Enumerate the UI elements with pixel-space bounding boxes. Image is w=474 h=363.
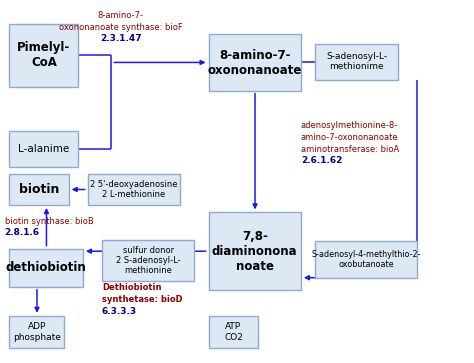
Text: ADP
phosphate: ADP phosphate: [13, 322, 61, 342]
Text: aminotransferase: bioA: aminotransferase: bioA: [301, 145, 399, 154]
FancyBboxPatch shape: [102, 240, 194, 281]
FancyBboxPatch shape: [9, 174, 69, 205]
Text: sulfur donor
2 S-adenosyl-L-
methionine: sulfur donor 2 S-adenosyl-L- methionine: [116, 245, 181, 276]
Text: synthetase: bioD: synthetase: bioD: [102, 295, 182, 304]
FancyBboxPatch shape: [9, 24, 78, 87]
Text: ATP
CO2: ATP CO2: [224, 322, 243, 342]
Text: biotin synthase: bioB: biotin synthase: bioB: [5, 217, 93, 225]
Text: dethiobiotin: dethiobiotin: [6, 261, 87, 274]
FancyBboxPatch shape: [9, 249, 83, 287]
Text: 8-amino-7-
oxononanoate: 8-amino-7- oxononanoate: [208, 49, 302, 77]
Text: biotin: biotin: [19, 183, 59, 196]
FancyBboxPatch shape: [209, 212, 301, 290]
Text: 7,8-
diaminonona
noate: 7,8- diaminonona noate: [212, 230, 298, 273]
Text: 8-amino-7-: 8-amino-7-: [98, 11, 144, 20]
Text: S-adenosyl-4-methylthio-2-
oxobutanoate: S-adenosyl-4-methylthio-2- oxobutanoate: [311, 250, 421, 269]
FancyBboxPatch shape: [315, 44, 398, 80]
Text: 6.3.3.3: 6.3.3.3: [102, 307, 137, 315]
Text: oxononanoate synthase: bioF: oxononanoate synthase: bioF: [59, 23, 183, 32]
Text: amino-7-oxononanoate: amino-7-oxononanoate: [301, 133, 399, 142]
FancyBboxPatch shape: [9, 316, 64, 348]
FancyBboxPatch shape: [209, 316, 258, 348]
Text: adenosylmethionine-8-: adenosylmethionine-8-: [301, 122, 398, 130]
Text: 2.8.1.6: 2.8.1.6: [5, 228, 40, 237]
Text: 2.3.1.47: 2.3.1.47: [100, 34, 142, 43]
Text: L-alanime: L-alanime: [18, 144, 70, 154]
FancyBboxPatch shape: [9, 131, 78, 167]
FancyBboxPatch shape: [315, 241, 417, 278]
Text: 2.6.1.62: 2.6.1.62: [301, 156, 342, 165]
FancyBboxPatch shape: [88, 174, 180, 205]
Text: Pimelyl-
CoA: Pimelyl- CoA: [17, 41, 71, 69]
Text: S-adenosyl-L-
methionime: S-adenosyl-L- methionime: [326, 52, 387, 72]
Text: Dethiobiotin: Dethiobiotin: [102, 284, 162, 292]
FancyBboxPatch shape: [209, 34, 301, 91]
Text: 2 5'-deoxyadenosine
2 L-methionine: 2 5'-deoxyadenosine 2 L-methionine: [90, 180, 178, 199]
